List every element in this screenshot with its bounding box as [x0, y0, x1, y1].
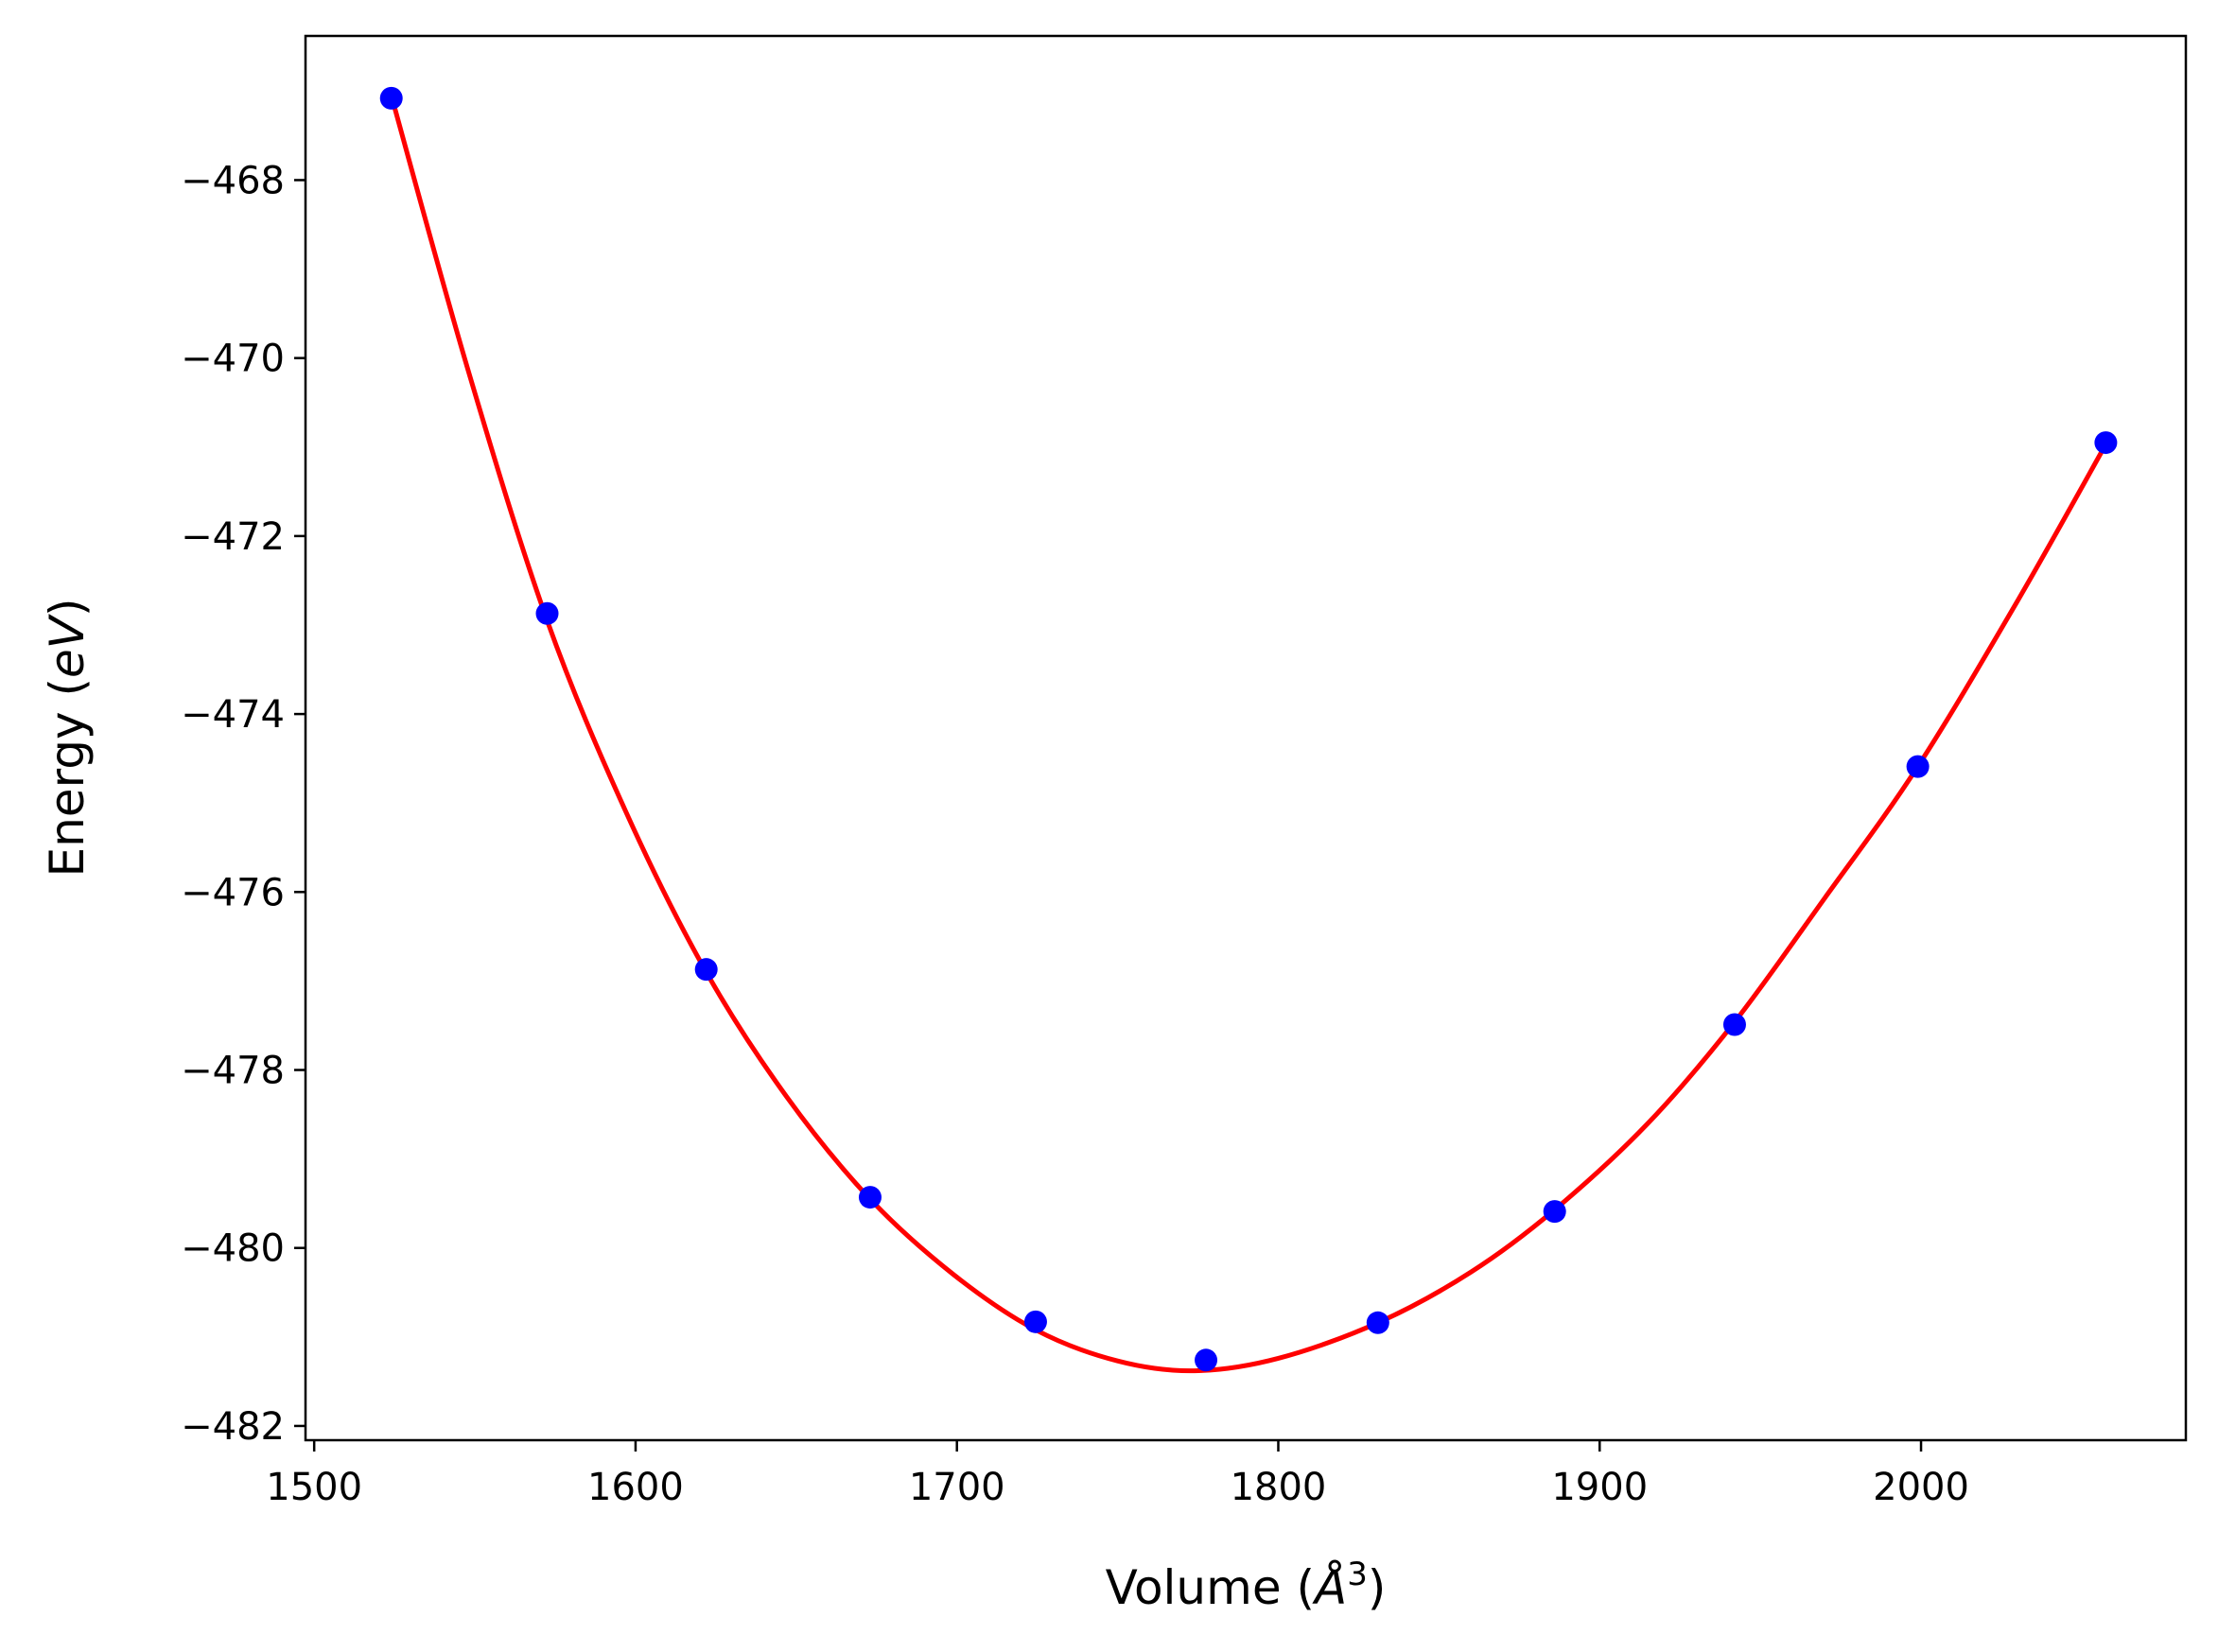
data-point — [694, 958, 718, 982]
x-axis-label-exponent: 3 — [1347, 1556, 1368, 1593]
x-tick-label: 1600 — [587, 1466, 684, 1509]
x-tick-label: 1900 — [1551, 1466, 1648, 1509]
data-point — [1543, 1200, 1566, 1224]
y-axis-ticks: −482 −480 −478 −476 −474 −472 −470 −468 — [181, 159, 306, 1449]
fit-curve-layer — [389, 95, 2108, 1374]
y-tick-label: −482 — [181, 1405, 285, 1449]
data-point — [1722, 1013, 1746, 1036]
data-point — [858, 1186, 882, 1209]
x-axis-label-unit: Å — [1312, 1560, 1347, 1615]
data-points-layer — [379, 86, 2118, 1372]
fit-curve — [389, 95, 2108, 1374]
y-tick-label: −468 — [181, 159, 285, 202]
data-point — [1195, 1348, 1218, 1372]
data-point — [2094, 431, 2118, 455]
x-tick-label: 1700 — [909, 1466, 1005, 1509]
y-axis-label-prefix: Energy ( — [40, 678, 95, 877]
x-axis-label: Volume (Å3) — [1106, 1556, 1387, 1615]
y-tick-label: −478 — [181, 1050, 285, 1093]
data-point — [1023, 1310, 1047, 1333]
x-axis-ticks: 1500 1600 1700 1800 1900 2000 — [266, 1440, 1969, 1509]
x-tick-label: 1500 — [266, 1466, 362, 1509]
y-tick-label: −472 — [181, 515, 285, 559]
plot-frame — [304, 34, 2188, 1442]
y-axis-label-unit: eV — [40, 613, 95, 678]
x-axis-label-suffix: ) — [1368, 1560, 1387, 1615]
x-axis-label-prefix: Volume ( — [1106, 1560, 1315, 1615]
data-point — [535, 601, 559, 625]
y-tick-label: −474 — [181, 693, 285, 737]
x-tick-label: 1800 — [1231, 1466, 1327, 1509]
y-tick-label: −470 — [181, 338, 285, 381]
data-point — [1906, 755, 1930, 778]
y-axis-label-suffix: ) — [40, 599, 95, 617]
y-tick-label: −476 — [181, 871, 285, 914]
y-axis-label: Energy (eV) — [40, 599, 95, 878]
y-tick-label: −480 — [181, 1227, 285, 1271]
x-tick-label: 2000 — [1873, 1466, 1969, 1509]
data-point — [379, 86, 403, 110]
data-point — [1366, 1311, 1389, 1334]
